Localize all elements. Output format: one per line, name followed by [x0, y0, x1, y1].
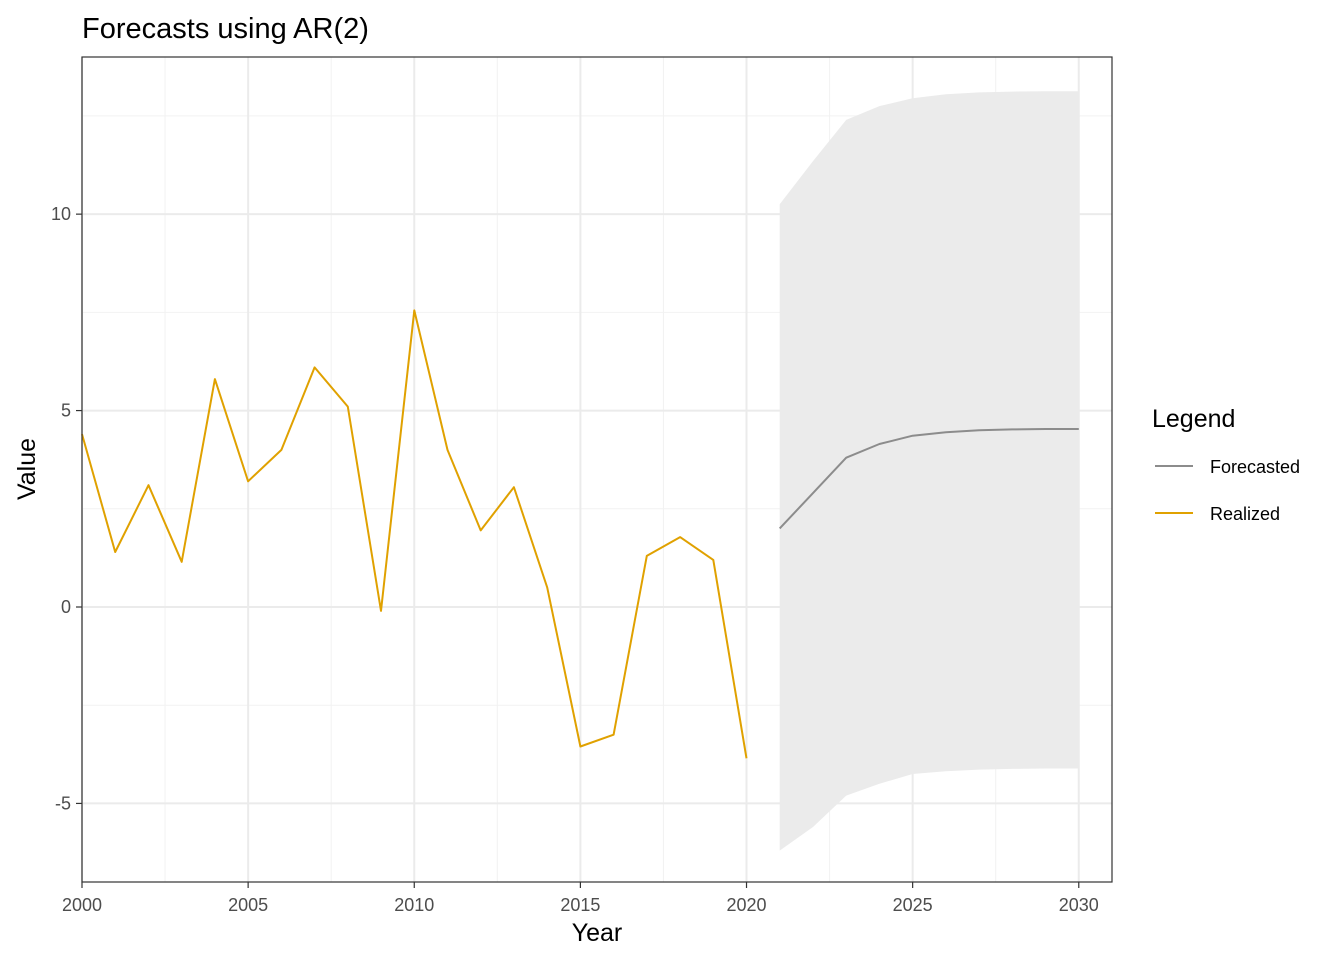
x-tick-label: 2020 — [726, 895, 766, 915]
x-tick-label: 2025 — [893, 895, 933, 915]
x-axis: 2000 2005 2010 2015 2020 2025 2030 — [62, 882, 1099, 915]
y-tick-label: 10 — [51, 204, 71, 224]
y-tick-label: -5 — [55, 793, 71, 813]
plot-border — [81, 56, 1113, 883]
forecast-interval — [779, 91, 1079, 851]
forecasted-line — [778, 428, 1079, 530]
chart-title: Forecasts using AR(2) — [82, 13, 369, 45]
x-tick-label: 2000 — [62, 895, 102, 915]
realized-legend-label: Realized — [1210, 504, 1280, 524]
y-tick-label: 0 — [61, 597, 71, 617]
x-tick-label: 2030 — [1059, 895, 1099, 915]
y-tick-label: 5 — [61, 401, 71, 421]
series-lines — [81, 309, 1079, 759]
x-tick-label: 2010 — [394, 895, 434, 915]
y-axis-title: Value — [13, 438, 41, 500]
x-tick-label: 2015 — [560, 895, 600, 915]
realized-line — [81, 309, 748, 759]
forecast-interval-band — [779, 91, 1079, 851]
legend-title: Legend — [1152, 405, 1235, 433]
y-axis: -5 0 5 10 — [51, 204, 82, 813]
x-tick-label: 2005 — [228, 895, 268, 915]
legend: Legend Forecasted Realized — [1152, 405, 1300, 524]
x-axis-title: Year — [572, 919, 623, 947]
forecasted-legend-label: Forecasted — [1210, 457, 1300, 477]
